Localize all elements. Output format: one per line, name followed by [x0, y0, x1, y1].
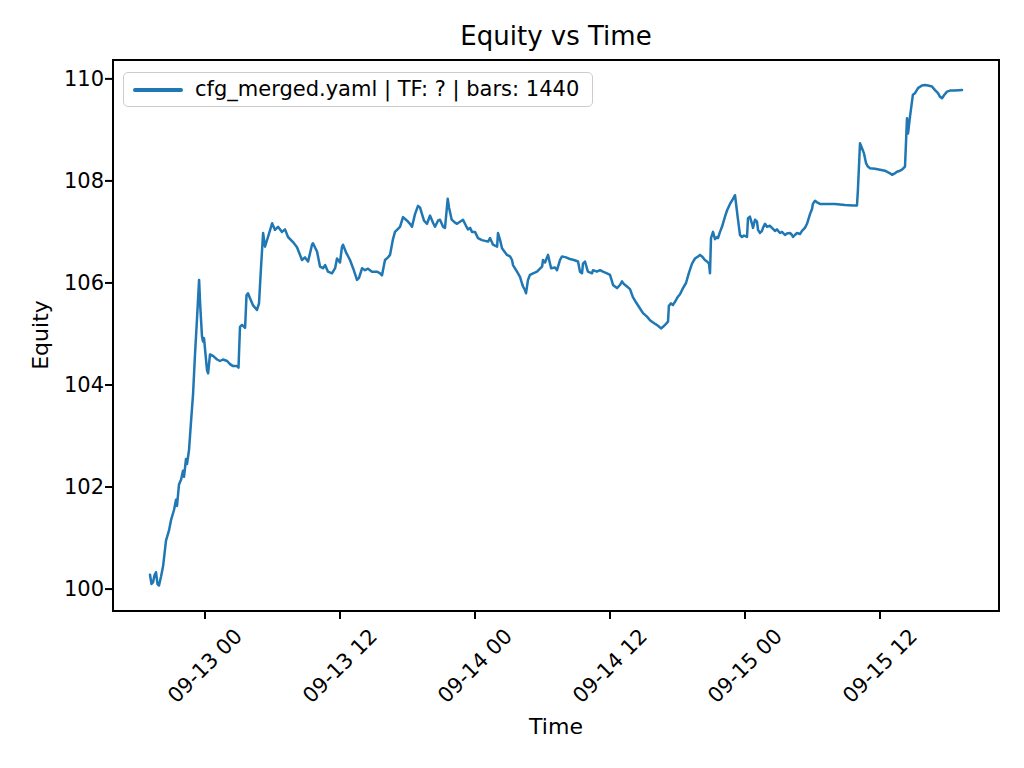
- y-axis-label: Equity: [28, 300, 53, 370]
- x-axis-label: Time: [529, 714, 583, 739]
- legend: cfg_merged.yaml | TF: ? | bars: 1440: [123, 72, 593, 107]
- y-tick-label: 100: [0, 577, 104, 601]
- y-tick-label: 108: [0, 169, 104, 193]
- y-tick-label: 102: [0, 475, 104, 499]
- plot-area: [0, 0, 1024, 768]
- legend-line-swatch-icon: [133, 88, 183, 92]
- plot-border: [113, 60, 999, 611]
- y-tick-label: 106: [0, 271, 104, 295]
- y-tick-label: 104: [0, 373, 104, 397]
- legend-label: cfg_merged.yaml | TF: ? | bars: 1440: [195, 77, 579, 101]
- equity-line-series: [150, 85, 962, 586]
- y-tick-label: 110: [0, 67, 104, 91]
- figure: Equity vs Time 09-13 0009-13 1209-14 000…: [0, 0, 1024, 768]
